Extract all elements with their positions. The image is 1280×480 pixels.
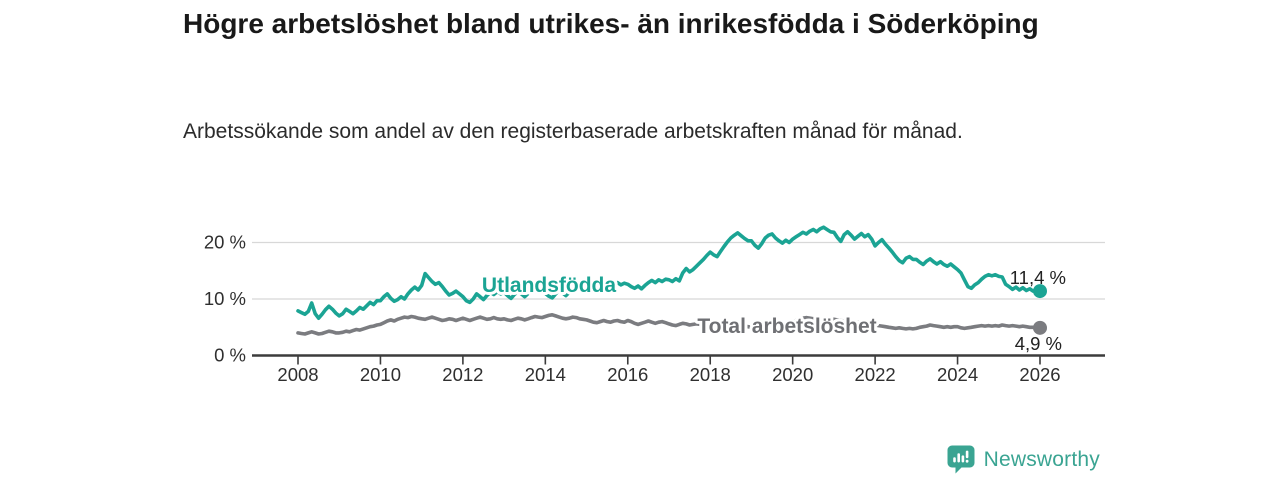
bar-chart-icon <box>952 450 969 463</box>
series-end-value-label: 4,9 % <box>1015 333 1062 354</box>
series-line-total-arbetsloshet <box>296 312 1042 336</box>
x-tick-label: 2012 <box>442 364 483 385</box>
page-subtitle: Arbetssökande som andel av den registerb… <box>183 120 963 143</box>
series-end-dot <box>1033 284 1047 299</box>
series-inline-label: Utlandsfödda <box>482 274 616 297</box>
series-end-dot <box>1033 320 1047 335</box>
x-tick-label: 2026 <box>1019 364 1060 385</box>
series-inline-label: Total arbetslöshet <box>697 315 876 338</box>
newsworthy-logo-text: Newsworthy <box>983 447 1100 471</box>
x-tick-label: 2020 <box>772 364 813 385</box>
x-tick-label: 2010 <box>360 364 401 385</box>
y-tick-label: 20 % <box>204 232 246 253</box>
y-tick-label: 0 % <box>214 345 246 366</box>
x-tick-label: 2018 <box>690 364 731 385</box>
y-tick-label: 10 % <box>204 288 246 309</box>
series-end-value-label: 11,4 % <box>1010 267 1066 288</box>
series-line-utlandsfodda <box>296 225 1042 321</box>
x-tick-label: 2016 <box>607 364 648 385</box>
x-tick-label: 2024 <box>937 364 978 385</box>
newsworthy-logo-icon <box>947 445 975 474</box>
newsworthy-logo: Newsworthy <box>947 445 1100 474</box>
page-title: Högre arbetslöshet bland utrikes- än inr… <box>183 8 1039 39</box>
x-tick-label: 2022 <box>855 364 896 385</box>
x-tick-label: 2008 <box>277 364 318 385</box>
x-tick-label: 2014 <box>525 364 566 385</box>
